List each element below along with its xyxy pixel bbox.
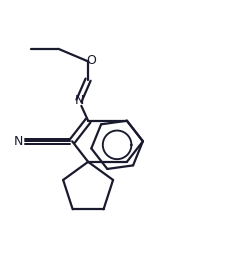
Text: O: O	[87, 54, 97, 67]
Text: N: N	[14, 135, 23, 148]
Text: N: N	[74, 94, 84, 107]
